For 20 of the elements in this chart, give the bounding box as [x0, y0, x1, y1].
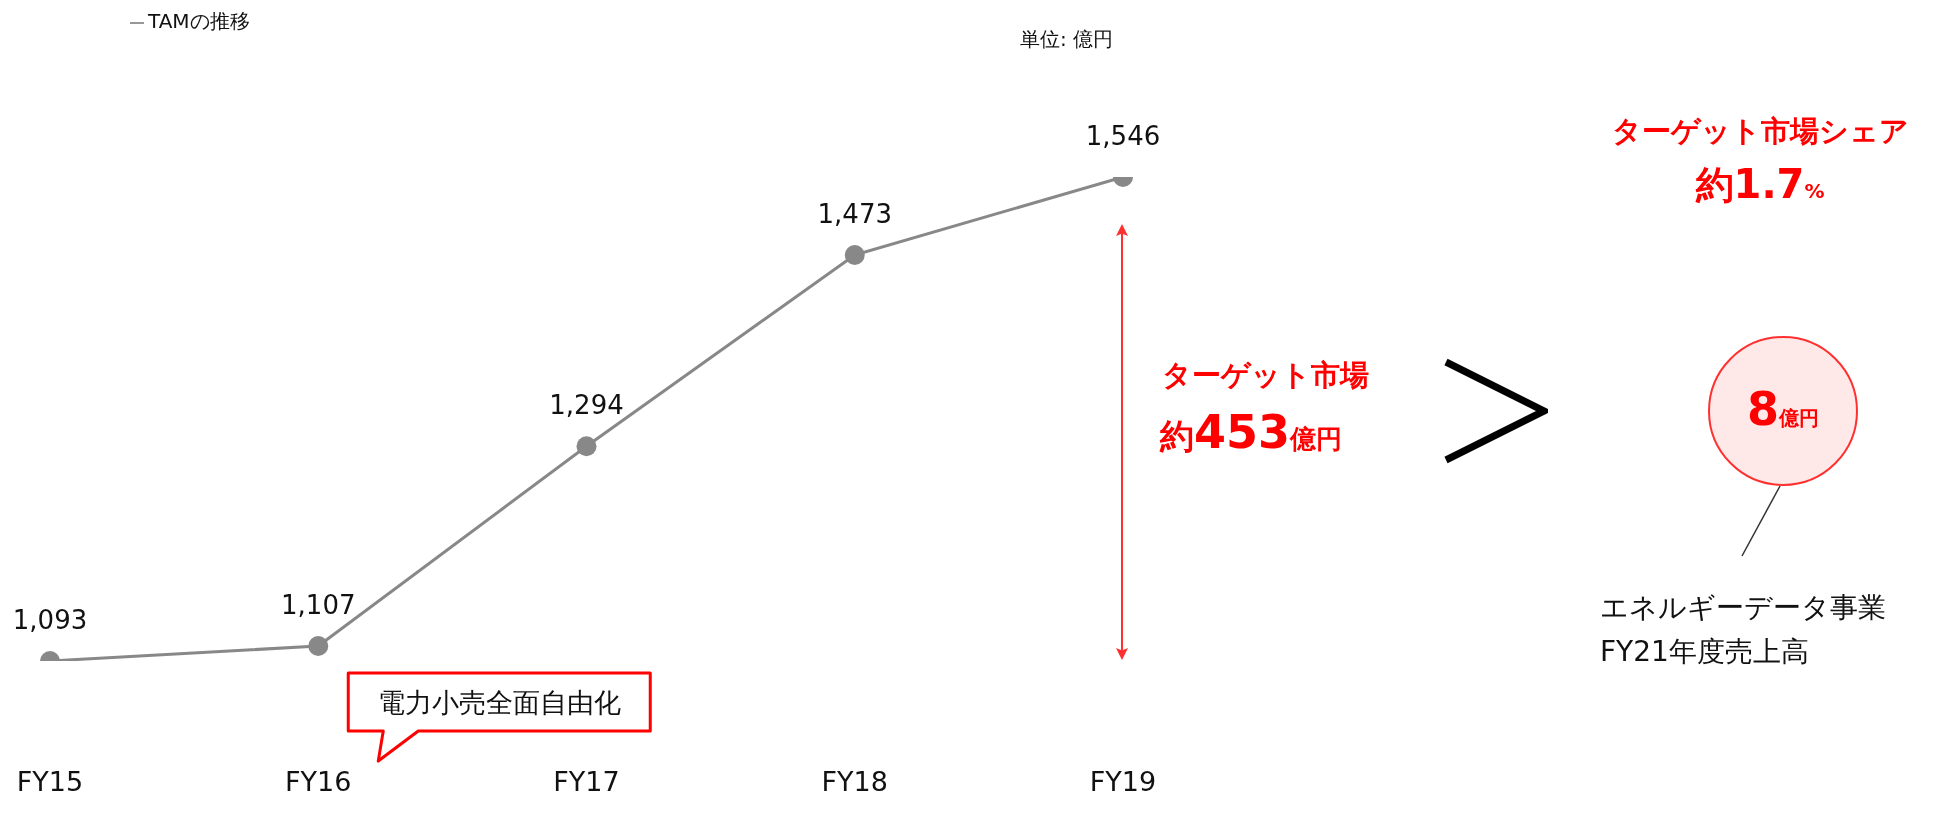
- x-tick-label: FY17: [553, 766, 620, 797]
- x-tick-label: FY15: [16, 766, 84, 797]
- data-label: 1,093: [12, 605, 88, 635]
- annotation: ターゲット市場: [1162, 357, 1369, 394]
- text: エネルギーデータ事業: [1600, 590, 1887, 626]
- x-tick-label: FY16: [285, 766, 352, 797]
- text: FY21年度売上高: [1600, 634, 1810, 670]
- annotation: 電力小売全面自由化: [377, 687, 621, 719]
- x-tick-label: FY18: [821, 766, 888, 797]
- text: 8億円: [1746, 382, 1819, 436]
- x-tick-label: FY19: [1089, 766, 1157, 797]
- data-label: 1,546: [1085, 121, 1161, 151]
- text: ターゲット市場シェア: [1610, 113, 1910, 150]
- data-label: 1,107: [281, 590, 356, 621]
- legend-label: TAMの推移: [148, 9, 250, 33]
- data-label: 1,294: [549, 390, 624, 421]
- text: 単位: 億円: [1020, 26, 1114, 53]
- text: 約1.7%: [1695, 161, 1825, 207]
- data-label: 1,473: [817, 199, 892, 229]
- annotation: 約453億円: [1160, 405, 1343, 459]
